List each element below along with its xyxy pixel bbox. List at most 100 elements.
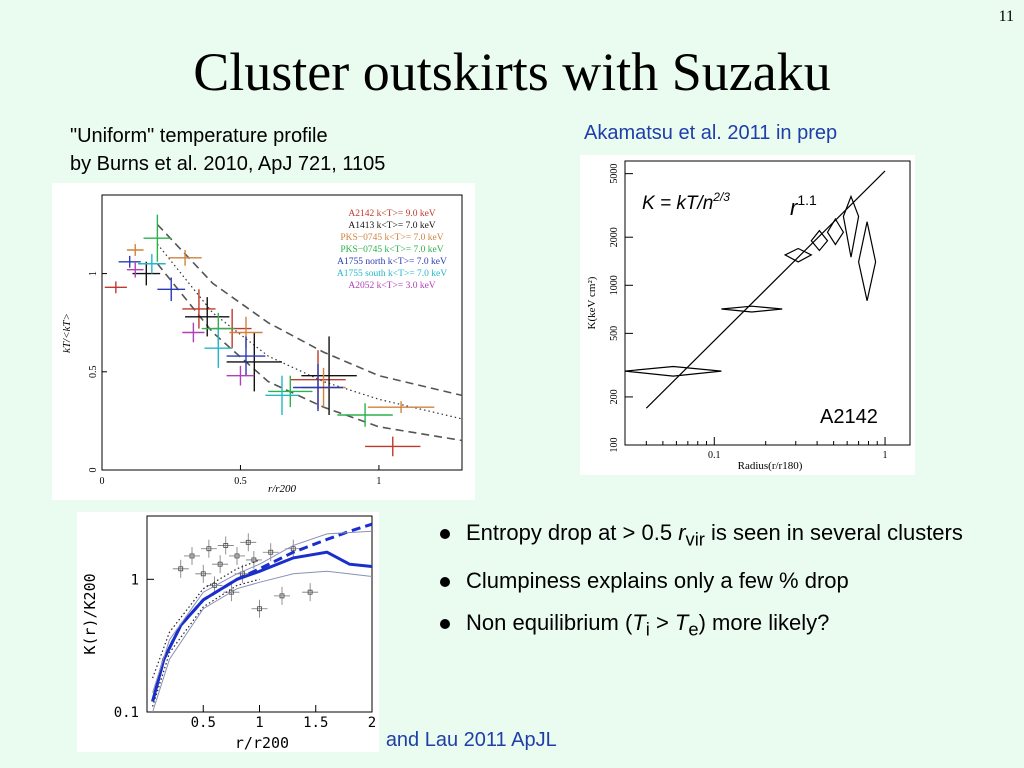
data-point: [185, 297, 230, 337]
simulation-curve-dashed: [151, 522, 373, 702]
data-point: [104, 281, 127, 294]
burns-caption-line2: by Burns et al. 2010, ApJ 721, 1105: [70, 153, 386, 175]
plot-frame: [624, 160, 911, 446]
observed-point: [240, 533, 257, 552]
data-point: [168, 250, 202, 266]
legend-entry: A2052 k<T>= 3.0 keV: [348, 281, 435, 291]
observed-marker: [189, 553, 195, 559]
observed-point: [262, 543, 279, 562]
x-tick-label: 0.1: [708, 450, 721, 461]
data-point: [265, 375, 299, 415]
data-point: [301, 336, 357, 415]
x-tick-label: 1: [255, 715, 263, 731]
y-tick-label: 2000: [609, 227, 620, 247]
data-point: [226, 365, 255, 386]
data-point: [365, 436, 421, 457]
data-point: [226, 332, 282, 392]
y-tick-label: 0: [88, 468, 99, 473]
data-point: [367, 401, 435, 414]
observed-point: [217, 536, 234, 555]
observed-marker: [279, 593, 285, 599]
observed-marker: [268, 549, 274, 555]
data-point: [226, 336, 266, 376]
data-point: [143, 214, 172, 262]
bullet-icon: [440, 577, 450, 588]
burns-caption: "Uniform" temperature profile by Burns e…: [70, 122, 385, 178]
model-curve-dotted: [156, 243, 463, 420]
y-tick-label: 200: [609, 389, 620, 404]
simulation-curve-dotted: [152, 578, 260, 707]
slide-title: Cluster outskirts with Suzaku: [193, 42, 831, 102]
observed-point: [302, 583, 319, 602]
y-axis-label: K(r)/K200: [81, 573, 99, 654]
observed-point: [245, 550, 262, 569]
observed-marker: [257, 606, 262, 612]
data-point: [182, 289, 216, 329]
x-axis-label: Radius(r/r180): [738, 460, 803, 472]
data-point: [268, 375, 313, 408]
entropy-data-diamond: [721, 305, 783, 313]
bullet-non-equilibrium: Non equilibrium (Ti > Te) more likely?: [438, 607, 998, 645]
observed-marker: [178, 566, 184, 572]
x-tick-label: 0.5: [234, 476, 247, 487]
entropy-data-diamond: [810, 229, 829, 252]
plot-frame: [101, 194, 463, 471]
data-point: [182, 322, 205, 343]
x-axis-label: r/r200: [235, 734, 289, 752]
entropy-profile-chart: 0.1 1 100 200 500 1000 2000 5000 K = kT/n2/3 r1…: [580, 155, 915, 475]
temperature-profile-chart: 0 0.5 1 0 0.5 1 A2142 k<T>= 9.0 keV A1413 k<T>…: [52, 183, 475, 500]
x-tick-label: 0.5: [191, 715, 216, 731]
data-point: [126, 261, 144, 278]
y-tick-label: 1: [88, 271, 99, 276]
bullet-clumpiness: Clumpiness explains only a few % drop: [438, 565, 998, 597]
simulation-curve-solid: [151, 550, 373, 702]
akamatsu-caption: Akamatsu et al. 2011 in prep: [584, 122, 838, 144]
legend-entry: A1755 south k<T>= 7.0 keV: [337, 269, 447, 279]
data-point: [293, 363, 343, 412]
observed-point: [195, 564, 212, 583]
entropy-profile-svg: 0.1 1 100 200 500 1000 2000 5000 K = kT/n2/3 r1…: [586, 160, 911, 472]
data-point: [138, 253, 166, 274]
bullet-icon: [440, 529, 450, 539]
y-tick-label: 0.1: [114, 705, 139, 721]
data-point: [337, 403, 393, 427]
observed-marker: [206, 546, 212, 552]
slope-label: r1.1: [790, 192, 817, 220]
observed-point: [184, 546, 200, 565]
y-axis-label: K(keV cm²): [586, 276, 598, 329]
cluster-name-label: A2142: [820, 406, 878, 428]
data-point: [157, 277, 186, 302]
legend-entry: A1413 k<T>= 7.0 keV: [348, 221, 435, 231]
data-point: [118, 255, 141, 268]
x-tick-label: 1: [883, 450, 888, 461]
y-tick-label: 1000: [609, 275, 620, 295]
observed-marker: [223, 543, 229, 548]
x-tick-label: 1.5: [303, 715, 328, 731]
x-tick-label: 1: [376, 476, 381, 487]
observed-marker: [245, 539, 251, 545]
temperature-profile-svg: 0 0.5 1 0 0.5 1 A2142 k<T>= 9.0 keV A1413 k<T>…: [61, 194, 463, 495]
y-tick-label: 1: [131, 572, 139, 588]
entropy-data-diamond: [857, 221, 877, 301]
observed-point: [172, 559, 189, 578]
legend-entry: PKS−0745 k<T>= 7.0 keV: [340, 245, 443, 255]
y-tick-label: 500: [609, 326, 620, 341]
simulation-curve-thin: [152, 530, 373, 693]
entropy-formula: K = kT/n2/3: [642, 190, 730, 214]
x-tick-label: 2: [368, 715, 376, 731]
slide-number: 11: [998, 8, 1014, 25]
bullet-icon: [440, 619, 450, 630]
legend-entry: A1755 north k<T>= 7.0 keV: [337, 257, 447, 267]
legend-entry: PKS−0745 k<T>= 7.0 keV: [340, 233, 443, 243]
observed-point: [200, 539, 217, 558]
bullet-list: Entropy drop at > 0.5 rvir is seen in se…: [438, 517, 998, 656]
entropy-data-diamond: [826, 217, 845, 246]
y-tick-label: 100: [609, 438, 620, 453]
y-axis-label: kT/<kT>: [61, 313, 73, 353]
simulation-curve-dotted: [152, 559, 260, 679]
entropy-data-diamond: [624, 365, 722, 377]
burns-caption-line1: "Uniform" temperature profile: [70, 125, 328, 147]
nagai-caption: Nagai and Lau 2011 ApJL: [328, 729, 557, 751]
observed-marker: [217, 561, 223, 567]
data-point: [204, 328, 233, 368]
